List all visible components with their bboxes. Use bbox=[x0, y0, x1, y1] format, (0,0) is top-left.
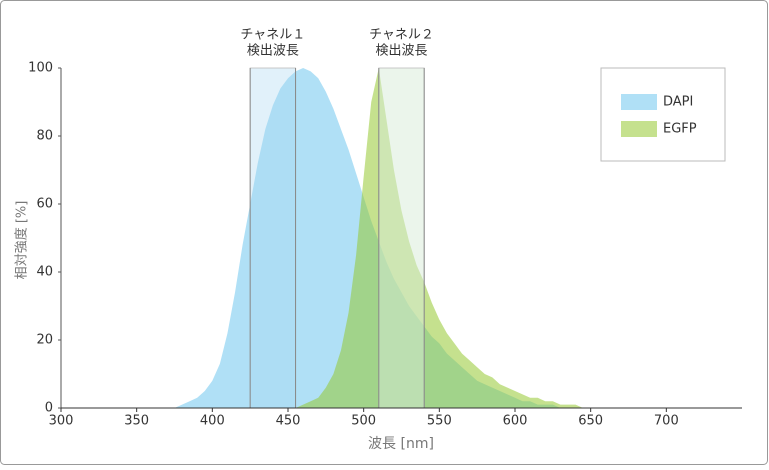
x-tick-label: 650 bbox=[578, 414, 603, 429]
x-tick-label: 350 bbox=[124, 414, 149, 429]
legend-label: DAPI bbox=[663, 95, 693, 110]
y-tick-label: 0 bbox=[45, 401, 53, 416]
y-tick-label: 80 bbox=[36, 129, 53, 144]
y-tick-label: 40 bbox=[36, 265, 53, 280]
y-tick-label: 100 bbox=[28, 61, 53, 76]
legend-label: EGFP bbox=[663, 122, 697, 137]
band-label: 検出波長 bbox=[375, 44, 427, 59]
band-label: チャネル１ bbox=[240, 28, 305, 43]
band-label: チャネル２ bbox=[369, 28, 434, 43]
detection-band bbox=[378, 67, 425, 409]
area bbox=[166, 68, 606, 408]
x-tick-label: 600 bbox=[503, 414, 528, 429]
legend-swatch bbox=[621, 121, 657, 137]
legend-swatch bbox=[621, 94, 657, 110]
y-tick-label: 60 bbox=[36, 197, 53, 212]
x-tick-label: 550 bbox=[427, 414, 452, 429]
y-axis-label: 相対強度 [%] bbox=[14, 201, 30, 280]
x-tick-label: 700 bbox=[654, 414, 679, 429]
band-label: 検出波長 bbox=[247, 44, 299, 59]
legend-box bbox=[600, 67, 726, 162]
x-axis-label: 波長 [nm] bbox=[368, 436, 434, 452]
x-tick-label: 400 bbox=[200, 414, 225, 429]
x-tick-label: 500 bbox=[351, 414, 376, 429]
x-tick-label: 300 bbox=[49, 414, 74, 429]
y-tick-label: 20 bbox=[36, 333, 53, 348]
detection-band bbox=[249, 67, 296, 409]
x-tick-label: 450 bbox=[276, 414, 301, 429]
